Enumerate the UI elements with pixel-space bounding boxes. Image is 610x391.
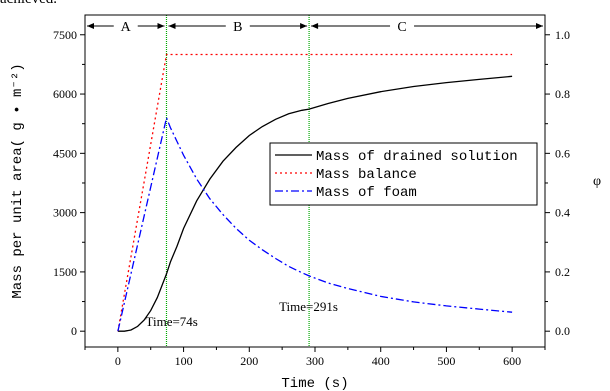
legend-entry-label: Mass of drained solution xyxy=(316,149,518,165)
phase-arrowhead-left xyxy=(311,23,319,29)
plot-area: A B C Time=74s Time=291s xyxy=(87,15,543,347)
y-left-tick-label: 7500 xyxy=(53,28,77,42)
x-axis-label: Time (s) xyxy=(281,376,348,391)
phase-arrowhead-right xyxy=(536,23,543,29)
y-left-tick-label: 0 xyxy=(71,324,77,338)
y-left-tick-label: 6000 xyxy=(53,87,77,101)
y-right-tick-label: 0.8 xyxy=(555,87,570,101)
x-tick-label: 200 xyxy=(240,354,258,368)
y-left-tick-label: 3000 xyxy=(53,206,77,220)
time-marker-label: Time=74s xyxy=(145,314,197,329)
axes: 0 100 200 300 400 500 600 Time (s) 0 1500 3000 4500… xyxy=(10,14,601,391)
phase-label: B xyxy=(233,20,242,35)
phase-label: A xyxy=(121,20,132,35)
legend-entry-label: Mass of foam xyxy=(316,185,417,201)
y-left-axis-label: Mass per unit area( g • m⁻²) xyxy=(10,63,26,298)
y-left-tick-label: 4500 xyxy=(53,146,77,160)
x-tick-label: 0 xyxy=(115,354,121,368)
phase-arrowhead-left xyxy=(87,23,94,29)
legend-box xyxy=(269,142,538,206)
series-line xyxy=(117,53,513,332)
phase-arrowhead-right xyxy=(300,23,308,29)
x-tick-label: 400 xyxy=(372,354,390,368)
series-line xyxy=(117,115,513,332)
phase-label: C xyxy=(397,20,406,35)
legend: Mass of drained solution Mass balance Mass… xyxy=(269,142,538,206)
y-right-tick-label: 0.0 xyxy=(555,324,570,338)
y-right-tick-label: 1.0 xyxy=(555,28,570,42)
y-right-tick-label: 0.4 xyxy=(555,206,570,220)
x-tick-label: 600 xyxy=(503,354,521,368)
y-right-axis-label: φ xyxy=(593,174,601,189)
x-tick-label: 300 xyxy=(306,354,324,368)
x-tick-label: 500 xyxy=(437,354,455,368)
y-right-tick-label: 0.6 xyxy=(555,146,570,160)
phase-arrowhead-right xyxy=(157,23,165,29)
caption-fragment: achieved. xyxy=(0,0,57,8)
y-left-tick-label: 1500 xyxy=(53,265,77,279)
legend-entry-label: Mass balance xyxy=(316,167,417,183)
series-line xyxy=(117,75,513,332)
y-right-tick-label: 0.2 xyxy=(555,265,570,279)
time-marker-label: Time=291s xyxy=(279,299,338,314)
x-tick-label: 100 xyxy=(175,354,193,368)
phase-arrowhead-left xyxy=(168,23,176,29)
